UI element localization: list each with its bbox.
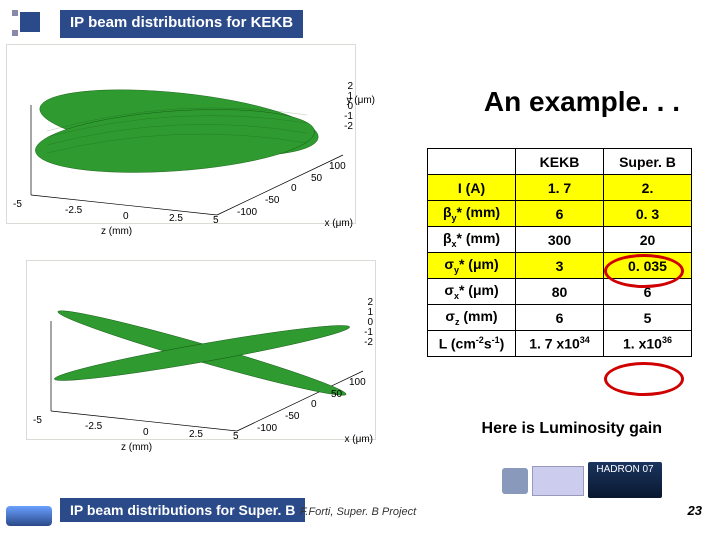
- table-header-row: KEKB Super. B: [428, 149, 692, 175]
- example-heading: An example. . .: [484, 86, 680, 118]
- axis-label-z: z (mm): [121, 442, 152, 453]
- axis-tick: 100: [349, 377, 366, 388]
- axis-tick: 2.5: [189, 429, 203, 440]
- hadron-logo: HADRON 07: [588, 462, 662, 498]
- axis-tick: -5: [13, 199, 22, 210]
- axis-tick: 2.5: [169, 213, 183, 224]
- cell-kekb: 6: [516, 201, 604, 227]
- cell-kekb: 6: [516, 305, 604, 331]
- cell-kekb: 1. 7: [516, 175, 604, 201]
- axis-tick: 50: [331, 389, 342, 400]
- highlight-ring-icon: [604, 362, 684, 396]
- row-label: σy* (μm): [428, 253, 516, 279]
- table-row: L (cm-2s-1) 1. 7 x1034 1. x1036: [428, 331, 692, 357]
- luminosity-gain-label: Here is Luminosity gain: [482, 420, 662, 438]
- slide-title-bar: IP beam distributions for KEKB: [60, 10, 303, 38]
- row-label: βx* (mm): [428, 227, 516, 253]
- cell-superb: 0. 035: [604, 253, 692, 279]
- axis-tick: -100: [237, 207, 257, 218]
- axis-tick: -5: [33, 415, 42, 426]
- axis-tick: 50: [311, 173, 322, 184]
- axis-tick: -50: [265, 195, 279, 206]
- row-label: L (cm-2s-1): [428, 331, 516, 357]
- axis-label-x: x (μm): [344, 434, 373, 445]
- axis-tick: -2.5: [85, 421, 102, 432]
- table-row: σy* (μm) 3 0. 035: [428, 253, 692, 279]
- col-superb: Super. B: [604, 149, 692, 175]
- axis-tick: 0: [291, 183, 297, 194]
- col-kekb: KEKB: [516, 149, 604, 175]
- axis-tick: -2: [344, 121, 353, 132]
- cell-superb: 1. x1036: [604, 331, 692, 357]
- axis-tick: 0: [143, 427, 149, 438]
- slide-bullet-decor: [8, 6, 48, 38]
- col-blank: [428, 149, 516, 175]
- page-number: 23: [688, 503, 702, 518]
- row-label: σz (mm): [428, 305, 516, 331]
- footer-title-bar: IP beam distributions for Super. B: [60, 498, 305, 522]
- table-row: I (A) 1. 7 2.: [428, 175, 692, 201]
- axis-tick: -50: [285, 411, 299, 422]
- axis-label-z: z (mm): [101, 226, 132, 237]
- row-label: βy* (mm): [428, 201, 516, 227]
- cell-superb: 2.: [604, 175, 692, 201]
- axis-label-x: x (μm): [324, 218, 353, 229]
- axis-tick: 100: [329, 161, 346, 172]
- axis-tick: 0: [311, 399, 317, 410]
- beam-plot-kekb: -5 -2.5 0 2.5 5 z (mm) -100 -50 0 50 100…: [6, 44, 356, 224]
- table-row: βy* (mm) 6 0. 3: [428, 201, 692, 227]
- axis-tick: -2.5: [65, 205, 82, 216]
- superb-logo-icon: [6, 506, 52, 526]
- axis-tick: -100: [257, 423, 277, 434]
- cell-kekb: 1. 7 x1034: [516, 331, 604, 357]
- cell-superb: 5: [604, 305, 692, 331]
- parameters-table: KEKB Super. B I (A) 1. 7 2. βy* (mm) 6 0…: [427, 148, 692, 357]
- axis-tick: 5: [233, 431, 239, 442]
- footer-author: F.Forti, Super. B Project: [300, 506, 416, 518]
- cell-superb: 0. 3: [604, 201, 692, 227]
- table-row: σz (mm) 6 5: [428, 305, 692, 331]
- cell-superb: 6: [604, 279, 692, 305]
- axis-tick: 0: [123, 211, 129, 222]
- axis-label-y: y (μm): [346, 95, 375, 106]
- axis-tick: 5: [213, 215, 219, 226]
- cell-kekb: 300: [516, 227, 604, 253]
- cell-kekb: 3: [516, 253, 604, 279]
- row-label: σx* (μm): [428, 279, 516, 305]
- cell-kekb: 80: [516, 279, 604, 305]
- axis-tick: -2: [364, 337, 373, 348]
- beam-plot-superb: -5 -2.5 0 2.5 5 z (mm) -100 -50 0 50 100…: [26, 260, 376, 440]
- table-row: βx* (mm) 300 20: [428, 227, 692, 253]
- slide-footer: IP beam distributions for Super. B F.For…: [0, 494, 720, 540]
- row-label: I (A): [428, 175, 516, 201]
- table-row: σx* (μm) 80 6: [428, 279, 692, 305]
- cell-superb: 20: [604, 227, 692, 253]
